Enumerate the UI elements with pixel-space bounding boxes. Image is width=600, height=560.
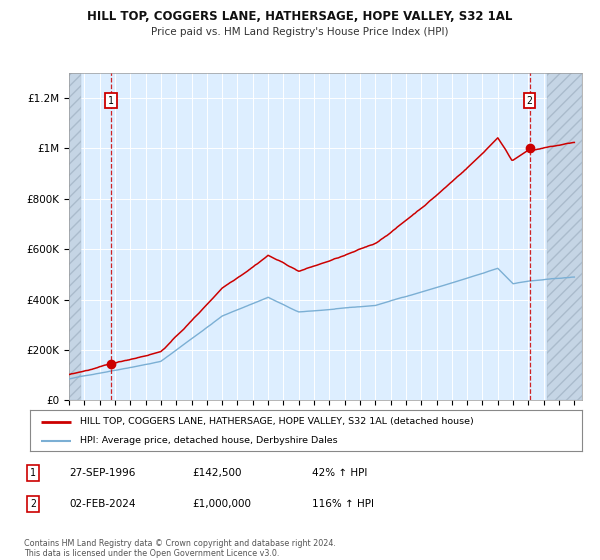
Text: HILL TOP, COGGERS LANE, HATHERSAGE, HOPE VALLEY, S32 1AL (detached house): HILL TOP, COGGERS LANE, HATHERSAGE, HOPE…: [80, 417, 473, 426]
Text: 1: 1: [30, 468, 36, 478]
Text: 1: 1: [108, 96, 114, 105]
Text: 2: 2: [30, 499, 36, 509]
Text: Price paid vs. HM Land Registry's House Price Index (HPI): Price paid vs. HM Land Registry's House …: [151, 27, 449, 37]
Text: HPI: Average price, detached house, Derbyshire Dales: HPI: Average price, detached house, Derb…: [80, 436, 337, 445]
Text: £1,000,000: £1,000,000: [192, 499, 251, 509]
Text: 42% ↑ HPI: 42% ↑ HPI: [312, 468, 367, 478]
Text: £142,500: £142,500: [192, 468, 241, 478]
Text: Contains HM Land Registry data © Crown copyright and database right 2024.
This d: Contains HM Land Registry data © Crown c…: [24, 539, 336, 558]
Text: 27-SEP-1996: 27-SEP-1996: [69, 468, 136, 478]
Text: HILL TOP, COGGERS LANE, HATHERSAGE, HOPE VALLEY, S32 1AL: HILL TOP, COGGERS LANE, HATHERSAGE, HOPE…: [88, 10, 512, 23]
Text: 116% ↑ HPI: 116% ↑ HPI: [312, 499, 374, 509]
Text: 2: 2: [527, 96, 533, 105]
Text: 02-FEB-2024: 02-FEB-2024: [69, 499, 136, 509]
